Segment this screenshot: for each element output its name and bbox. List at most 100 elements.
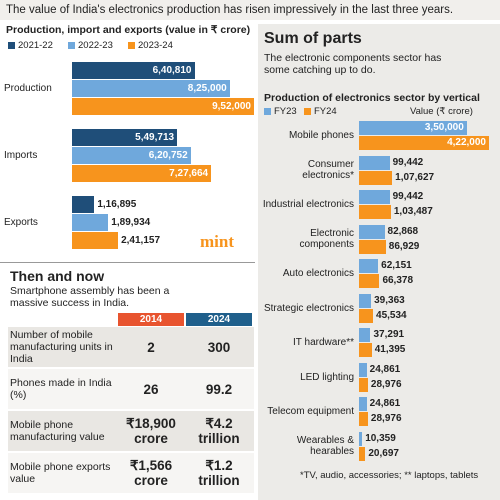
bar — [72, 80, 230, 97]
value-label: 86,929 — [388, 240, 420, 252]
value-label: 8,25,000 — [187, 82, 227, 94]
unit-label: Value (₹ crore) — [410, 106, 473, 117]
value-label: 28,976 — [370, 413, 402, 424]
category-label: Auto electronics — [282, 268, 354, 279]
bar — [359, 377, 368, 392]
bar — [359, 259, 379, 273]
value-label: 99,442 — [392, 156, 424, 168]
category-label: Strategic electronics — [263, 302, 354, 314]
value-label: 6,40,810 — [152, 64, 192, 76]
category-label: Consumer electronics* — [302, 159, 354, 181]
bar — [72, 129, 178, 146]
chart-title: Production of electronics sector by vert… — [264, 92, 480, 104]
bar — [359, 205, 391, 219]
table-header: 2014 — [118, 313, 184, 326]
chart-title: Production, import and exports (value in… — [6, 24, 251, 36]
bar — [359, 328, 371, 342]
bar — [359, 155, 390, 170]
value-label: 10,359 — [365, 432, 396, 444]
bar — [72, 147, 191, 164]
value-label: 7,27,664 — [169, 167, 209, 179]
value-label: 1,16,895 — [97, 198, 137, 210]
legend-swatch — [304, 108, 311, 115]
section-subtitle: Smartphone assembly has been a massive s… — [10, 285, 170, 309]
value-label: 24,861 — [369, 363, 401, 375]
table-row-bg — [8, 411, 254, 451]
value-label: 28,976 — [370, 378, 402, 390]
table-row-label: Mobile phone manufacturing value — [10, 419, 105, 443]
table-value: 300 — [207, 339, 231, 355]
category-label: Production — [4, 83, 52, 94]
bar — [359, 446, 366, 461]
value-label: 3,50,000 — [424, 122, 464, 133]
table-row-bg — [8, 327, 254, 367]
legend-label: FY23 — [274, 106, 297, 117]
bar — [359, 121, 467, 135]
bar — [359, 239, 386, 254]
table-value: 26 — [143, 381, 159, 397]
value-label: 1,07,627 — [395, 171, 435, 183]
section-title: Sum of parts — [264, 30, 362, 47]
legend-swatch — [8, 42, 15, 49]
legend-label: 2022-23 — [78, 40, 113, 51]
value-label: 62,151 — [381, 260, 412, 271]
legend-label: 2023-24 — [138, 40, 173, 51]
bar — [359, 412, 368, 426]
legend-swatch — [264, 108, 271, 115]
value-label: 9,52,000 — [212, 100, 251, 112]
bar — [72, 165, 212, 182]
section-subtitle: The electronic components sector has som… — [264, 52, 442, 76]
table-row-label: Number of mobile manufacturing units in … — [10, 329, 113, 365]
value-label: 5,49,713 — [135, 131, 175, 143]
category-label: Electronic components — [299, 228, 354, 250]
value-label: 66,378 — [382, 275, 414, 286]
table-header: 2024 — [186, 313, 252, 326]
category-label: Exports — [4, 217, 38, 228]
bar — [359, 136, 489, 150]
table-value: 99.2 — [205, 381, 233, 397]
value-label: 41,395 — [374, 344, 406, 355]
value-label: 45,534 — [376, 309, 407, 321]
bar — [72, 214, 109, 231]
legend-label: 2021-22 — [18, 40, 53, 51]
value-label: 6,20,752 — [148, 149, 188, 161]
category-label: Mobile phones — [288, 130, 354, 141]
legend-label: FY24 — [314, 106, 337, 117]
bar — [359, 293, 372, 308]
bar — [72, 62, 195, 79]
table-row-label: Mobile phone exports value — [10, 461, 111, 485]
bar — [359, 343, 372, 357]
table-value: ₹1,566 crore — [129, 458, 173, 488]
value-label: 39,363 — [374, 294, 405, 306]
bar — [359, 362, 367, 377]
table-row-bg — [8, 453, 254, 493]
section-title: Then and now — [10, 268, 105, 284]
bar — [359, 274, 380, 288]
bar — [72, 232, 119, 249]
value-label: 24,861 — [369, 398, 401, 409]
legend-swatch — [128, 42, 135, 49]
table-value: ₹4.2 trillion — [198, 416, 240, 446]
logo: mint — [200, 232, 234, 251]
footnote: *TV, audio, accessories; ** laptops, tab… — [300, 470, 479, 481]
bar — [359, 224, 385, 239]
table-row-bg — [8, 369, 254, 409]
bar — [359, 170, 393, 185]
table-row-label: Phones made in India (%) — [10, 377, 112, 401]
bar — [72, 196, 95, 213]
value-label: 82,868 — [387, 225, 419, 237]
table-value: ₹1.2 trillion — [198, 458, 240, 488]
value-label: 2,41,157 — [121, 234, 161, 246]
value-label: 4,22,000 — [447, 137, 486, 148]
value-label: 1,89,934 — [111, 216, 151, 228]
category-label: Imports — [4, 150, 38, 161]
bar — [359, 190, 390, 204]
bar — [72, 98, 254, 115]
page-title: The value of India's electronics product… — [0, 0, 500, 20]
category-label: LED lighting — [300, 371, 354, 383]
category-label: Wearables & hearables — [296, 435, 354, 457]
bar — [359, 397, 367, 411]
bar — [359, 308, 374, 323]
category-label: Industrial electronics — [262, 199, 354, 210]
